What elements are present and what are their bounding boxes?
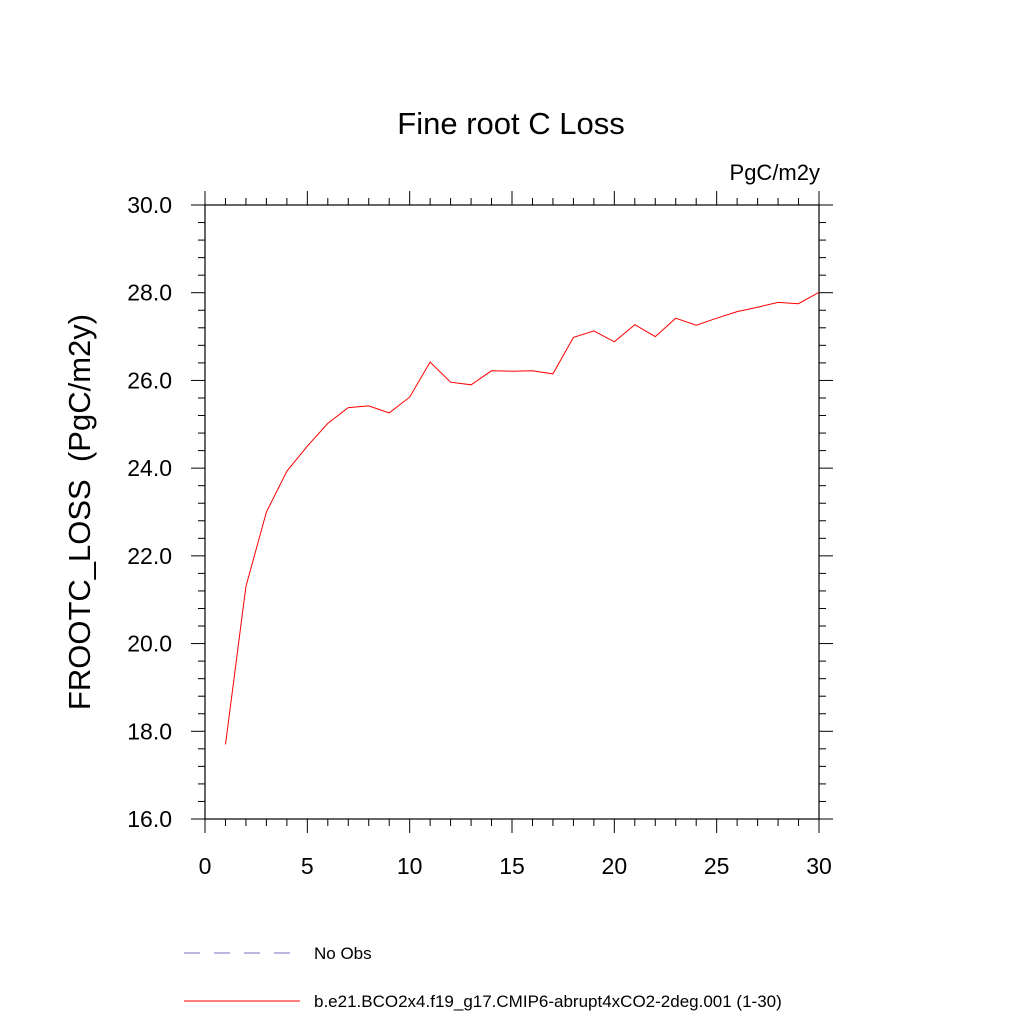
y-tick-label: 18.0 [127,718,172,744]
y-tick-label: 26.0 [127,367,172,393]
y-axis-label: FROOTC_LOSS (PgC/m2y) [62,314,97,710]
chart-title: Fine root C Loss [397,106,624,141]
x-tick-label: 20 [602,853,628,879]
legend-label-no-obs: No Obs [314,944,372,963]
y-tick-label: 24.0 [127,455,172,481]
legend-label-model: b.e21.BCO2x4.f19_g17.CMIP6-abrupt4xCO2-2… [314,992,782,1011]
x-tick-label: 10 [397,853,423,879]
x-tick-label: 15 [499,853,525,879]
x-tick-label: 25 [704,853,730,879]
y-tick-label: 28.0 [127,280,172,306]
y-tick-label: 30.0 [127,192,172,218]
x-tick-label: 0 [199,853,212,879]
y-tick-label: 22.0 [127,543,172,569]
x-tick-label: 30 [806,853,832,879]
series-line [225,291,820,745]
y-tick-label: 16.0 [127,806,172,832]
series-layer [225,291,820,745]
y-tick-label: 20.0 [127,631,172,657]
axis-ticks [191,191,833,833]
units-label: PgC/m2y [730,160,820,185]
plot-frame [204,204,820,820]
legend: No Obs b.e21.BCO2x4.f19_g17.CMIP6-abrupt… [184,944,782,1011]
axis-tick-labels: 0 5 10 15 20 25 30 16.0 18.0 20.0 22.0 24.0 26.0 28.0… [127,192,832,879]
x-tick-label: 5 [301,853,314,879]
